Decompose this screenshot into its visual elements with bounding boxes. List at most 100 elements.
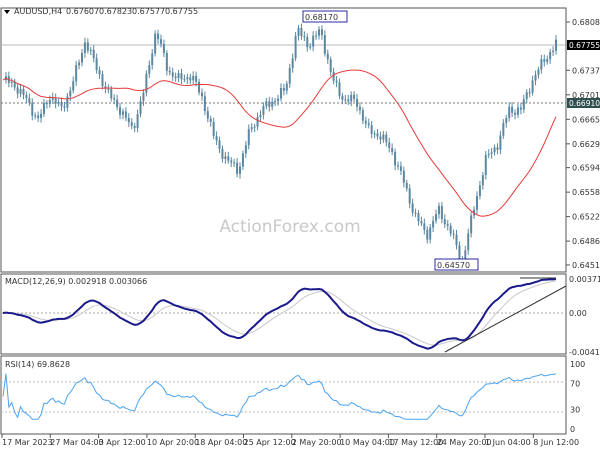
price-bar-body: [168, 70, 171, 73]
price-bar-body: [323, 35, 326, 54]
price-bar-body: [338, 82, 341, 96]
price-bar-body: [16, 87, 19, 94]
price-bar-body: [227, 156, 230, 161]
price-bar-body: [420, 221, 423, 224]
price-bar-body: [160, 39, 162, 44]
price-bar-body: [376, 133, 379, 137]
price-bar-body: [458, 245, 461, 260]
price-bar-body: [130, 122, 133, 126]
price-bar-body: [186, 77, 189, 80]
price-bar-body: [236, 162, 239, 174]
price-bar-body: [218, 140, 221, 149]
price-bar-body: [493, 147, 496, 153]
high-label: 0.68170: [305, 13, 338, 22]
time-tick-label: 10 May 04:00: [340, 438, 395, 447]
price-bar-body: [370, 125, 373, 134]
price-bar-body: [224, 156, 227, 159]
price-bar-body: [124, 111, 127, 118]
price-bar-body: [528, 92, 531, 94]
price-bar-body: [104, 86, 107, 89]
price-bar-body: [75, 65, 78, 82]
price-bars: [4, 23, 557, 265]
price-bar-body: [417, 213, 420, 222]
close-value: 0.67755: [165, 7, 198, 16]
price-bar-body: [397, 165, 399, 167]
price-bar-body: [309, 46, 312, 48]
price-bar-body: [481, 175, 484, 186]
price-bar-body: [241, 153, 244, 167]
price-bar-body: [171, 72, 174, 77]
macd-title: MACD(12,26,9) 0.002918 0.003066: [5, 277, 147, 286]
price-bar-body: [110, 89, 113, 99]
price-bar-body: [440, 205, 443, 220]
price-bar-body: [303, 35, 306, 38]
price-bar-body: [180, 73, 183, 80]
price-bar-body: [256, 117, 259, 127]
price-bar-body: [329, 59, 332, 72]
price-bar-body: [230, 160, 233, 163]
price-bar-body: [57, 102, 60, 104]
price-bar-body: [34, 115, 37, 117]
price-bar-body: [279, 88, 282, 99]
price-bar-body: [470, 215, 473, 234]
price-bar-body: [511, 106, 514, 113]
price-bar-body: [121, 111, 124, 115]
price-bar-body: [332, 71, 335, 81]
price-bar-body: [464, 250, 467, 260]
price-bar-body: [282, 88, 285, 91]
price-bar-body: [502, 123, 505, 136]
price-bar-body: [312, 35, 315, 47]
price-bar-body: [136, 114, 139, 128]
price-bar-body: [300, 27, 303, 36]
price-bar-body: [45, 103, 48, 105]
price-bar-body: [239, 166, 241, 174]
price-bar-body: [423, 223, 426, 230]
price-bar-body: [268, 101, 271, 107]
price-bar-body: [92, 49, 95, 59]
macd-trendline: [444, 285, 567, 353]
price-bar-body: [552, 50, 555, 53]
price-bar-body: [37, 115, 40, 118]
price-bar-body: [253, 126, 256, 128]
high-label-box: [302, 10, 348, 23]
price-bar-body: [379, 136, 382, 140]
macd-panel-frame: [0, 273, 567, 355]
price-bar-body: [411, 203, 414, 213]
price-bar-body: [394, 152, 397, 166]
level-tag-text: 0.66910: [569, 99, 600, 108]
price-bar-body: [326, 53, 329, 60]
rsi-tick-label: 0: [570, 425, 575, 434]
price-bar-body: [265, 101, 268, 107]
price-bar-body: [318, 29, 320, 36]
price-bar-body: [455, 234, 458, 246]
price-bar-body: [25, 95, 28, 99]
price-bar-body: [361, 110, 364, 121]
price-bar-body: [473, 209, 476, 216]
price-bar-body: [452, 233, 455, 235]
price-bar-body: [81, 52, 83, 63]
collapse-triangle-icon[interactable]: [4, 10, 10, 14]
price-bar-body: [133, 125, 136, 128]
price-bar-body: [212, 121, 215, 137]
price-bar-body: [244, 145, 247, 154]
price-bar-body: [95, 58, 98, 71]
price-bar-body: [320, 29, 323, 36]
level-tag: [567, 98, 600, 108]
price-bar-body: [344, 99, 347, 101]
price-bar-body: [388, 142, 391, 149]
rsi-title: RSI(14) 69.8628: [5, 360, 70, 369]
price-bar-body: [200, 92, 203, 97]
time-tick-label: 25 Apr 12:00: [244, 438, 296, 447]
price-bar-body: [262, 106, 265, 115]
price-bar-body: [426, 229, 429, 240]
price-bar-body: [165, 52, 168, 71]
price-bar-body: [250, 127, 253, 130]
price-bar-body: [127, 117, 130, 123]
